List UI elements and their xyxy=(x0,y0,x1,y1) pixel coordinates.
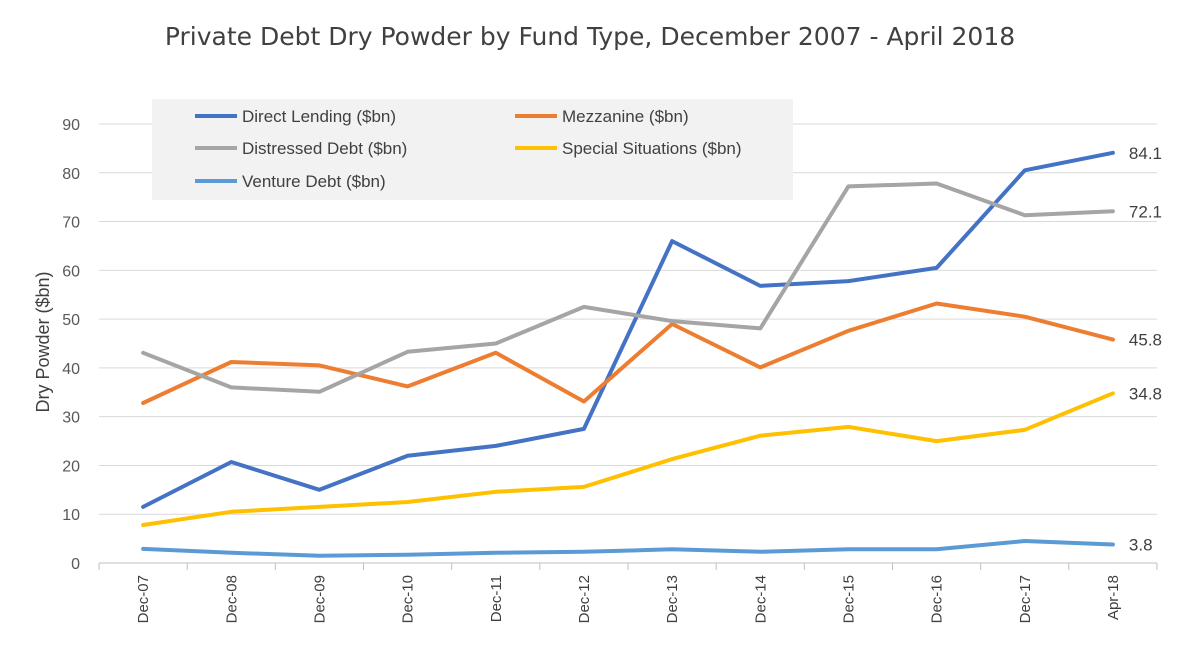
series-line xyxy=(141,301,1115,405)
y-tick-label: 70 xyxy=(62,215,80,232)
legend-background xyxy=(152,99,793,200)
x-tick-label: Dec-07 xyxy=(135,575,152,623)
x-tick-label: Dec-14 xyxy=(752,575,769,623)
y-tick-label: 20 xyxy=(62,458,80,475)
y-tick-label: 80 xyxy=(62,166,80,183)
end-label: 84.1 xyxy=(1129,144,1162,163)
x-tick-label: Dec-11 xyxy=(488,575,505,622)
series-line xyxy=(141,391,1115,527)
y-tick-label: 0 xyxy=(71,556,80,573)
x-tick-label: Dec-17 xyxy=(1017,575,1034,623)
y-tick-label: 10 xyxy=(62,507,80,524)
x-tick-label: Dec-08 xyxy=(223,575,240,623)
x-tick-label: Apr-18 xyxy=(1105,575,1122,620)
series-line xyxy=(141,181,1115,394)
end-label: 45.8 xyxy=(1129,331,1162,350)
end-label: 34.8 xyxy=(1129,384,1162,403)
chart-title: Private Debt Dry Powder by Fund Type, De… xyxy=(165,22,1015,51)
x-tick-label: Dec-16 xyxy=(929,575,946,623)
legend-entry: Venture Debt ($bn) xyxy=(242,172,386,191)
x-tick-label: Dec-09 xyxy=(311,575,328,623)
end-label: 3.8 xyxy=(1129,535,1153,554)
y-tick-label: 40 xyxy=(62,361,80,378)
series-lines xyxy=(141,150,1115,558)
y-tick-label: 30 xyxy=(62,410,80,427)
x-tick-label: Dec-12 xyxy=(576,575,593,623)
x-axis-ticks: Dec-07 Dec-08 Dec-09 Dec-10 Dec-11 Dec-12 Dec-… xyxy=(98,563,1158,623)
series-line xyxy=(141,150,1115,509)
legend-entry: Direct Lending ($bn) xyxy=(242,107,396,126)
legend: Direct Lending ($bn) Mezzanine ($bn) Distr… xyxy=(152,99,793,200)
end-label: 72.1 xyxy=(1129,202,1162,221)
y-tick-label: 50 xyxy=(62,312,80,329)
y-axis-ticks: 0 10 20 30 40 50 60 70 80 90 xyxy=(62,117,80,573)
x-tick-label: Dec-15 xyxy=(840,575,857,623)
series-line xyxy=(141,539,1115,558)
y-tick-label: 90 xyxy=(62,117,80,134)
x-tick-label: Dec-10 xyxy=(400,575,417,623)
legend-entry: Distressed Debt ($bn) xyxy=(242,139,407,158)
legend-entry: Special Situations ($bn) xyxy=(562,139,742,158)
y-tick-label: 60 xyxy=(62,263,80,280)
end-labels: 84.1 45.8 72.1 34.8 3.8 xyxy=(1129,144,1162,555)
legend-entry: Mezzanine ($bn) xyxy=(562,107,689,126)
x-tick-label: Dec-13 xyxy=(664,575,681,623)
y-axis-label: Dry Powder ($bn) xyxy=(33,271,53,412)
